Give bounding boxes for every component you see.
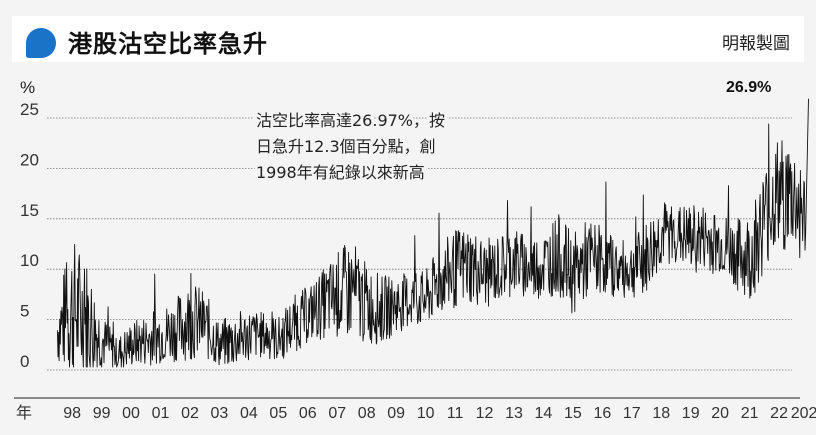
x-tick-label-17: 17: [623, 405, 641, 422]
annotation-halo-1: 沽空比率高達26.97%，按: [256, 111, 445, 130]
x-tick-label-10: 10: [417, 405, 435, 422]
y-tick-label-15: 15: [20, 201, 39, 220]
annotation-halo-2: 日急升12.3個百分點，創: [256, 137, 436, 156]
x-axis-label: 年: [16, 404, 32, 422]
x-axis-ticks: 98 99 00 01 02 03 04 05 06 07 08 09 10 11 12 13 14 15 16 17…: [63, 405, 816, 422]
plot-area: [56, 98, 809, 368]
x-tick-label-04: 04: [240, 405, 258, 422]
grid-lines: [14, 117, 800, 399]
y-tick-label-20: 20: [20, 150, 39, 169]
peak-label: 26.9%: [726, 79, 771, 96]
annotation-line-3: 1998年有紀錄以來新高: [256, 163, 425, 182]
y-tick-label-5: 5: [20, 302, 29, 321]
x-tick-label-99: 99: [93, 405, 111, 422]
source-credit: 明報製圖: [722, 34, 790, 54]
x-tick-label-02: 02: [181, 405, 199, 422]
x-tick-label-98: 98: [63, 405, 81, 422]
annotation-text: 沽空比率高達26.97%，按沽空比率高達26.97%，按日急升12.3個百分點，…: [253, 108, 448, 185]
x-tick-label-20: 20: [711, 405, 729, 422]
x-tick-label-16: 16: [593, 405, 611, 422]
x-tick-label-21: 21: [741, 405, 759, 422]
y-tick-label-25: 25: [20, 100, 39, 119]
x-tick-label-06: 06: [299, 405, 317, 422]
x-tick-label-11: 11: [447, 405, 464, 422]
annotation-halo-3: 1998年有紀錄以來新高: [256, 163, 425, 182]
chart-header: 港股沽空比率急升 明報製圖: [12, 16, 804, 62]
x-tick-label-22: 22: [770, 405, 788, 422]
y-axis-unit: %: [20, 78, 35, 97]
x-tick-label-09: 09: [387, 405, 405, 422]
x-tick-label-12: 12: [476, 405, 494, 422]
x-tick-label-08: 08: [358, 405, 376, 422]
x-tick-label-00: 00: [122, 405, 140, 422]
series-line: [56, 98, 809, 368]
x-tick-label-13: 13: [505, 405, 523, 422]
x-tick-label-07: 07: [328, 405, 346, 422]
annotation-line-2: 日急升12.3個百分點，創: [256, 137, 436, 156]
y-tick-label-10: 10: [20, 251, 39, 270]
x-tick-label-2023: 2023: [791, 405, 816, 422]
y-axis-ticks: 0 5 10 15 20 25: [20, 100, 39, 371]
speech-bubble-icon: [26, 28, 56, 58]
x-tick-label-14: 14: [535, 405, 553, 422]
x-tick-label-05: 05: [269, 405, 287, 422]
x-tick-label-18: 18: [652, 405, 670, 422]
annotation-line-1: 沽空比率高達26.97%，按: [256, 111, 445, 130]
x-tick-label-19: 19: [682, 405, 700, 422]
chart-title: 港股沽空比率急升: [68, 30, 268, 58]
x-tick-label-15: 15: [564, 405, 582, 422]
y-tick-label-0: 0: [20, 352, 29, 371]
x-tick-label-01: 01: [152, 405, 170, 422]
x-tick-label-03: 03: [211, 405, 229, 422]
